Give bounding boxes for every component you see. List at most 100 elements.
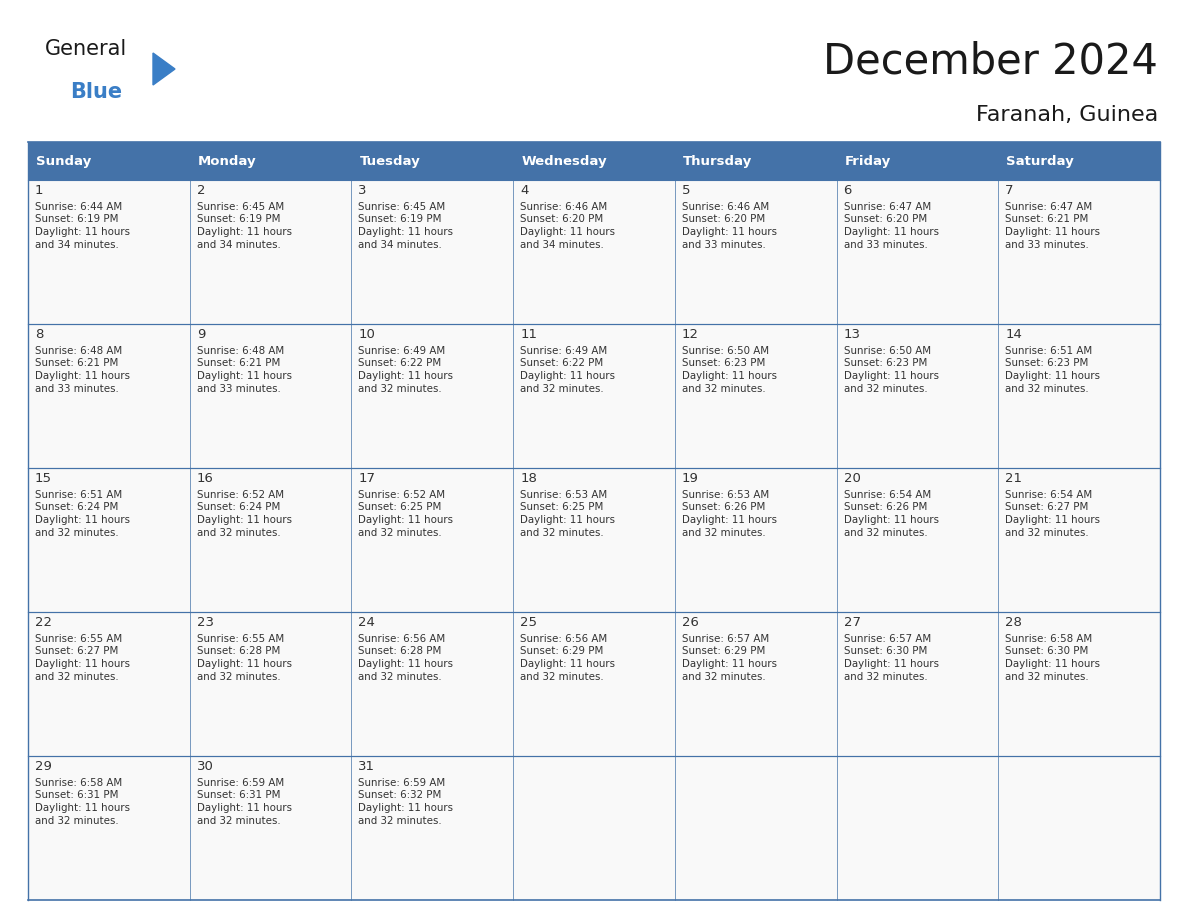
- Bar: [29, 612, 190, 756]
- Bar: [836, 142, 998, 180]
- Polygon shape: [153, 53, 175, 85]
- Text: Sunrise: 6:57 AM
Sunset: 6:29 PM
Daylight: 11 hours
and 32 minutes.: Sunrise: 6:57 AM Sunset: 6:29 PM Dayligh…: [682, 633, 777, 682]
- Text: 13: 13: [843, 328, 860, 341]
- Text: Tuesday: Tuesday: [360, 154, 421, 167]
- Text: 9: 9: [197, 328, 206, 341]
- Text: Sunrise: 6:44 AM
Sunset: 6:19 PM
Daylight: 11 hours
and 34 minutes.: Sunrise: 6:44 AM Sunset: 6:19 PM Dayligh…: [34, 201, 129, 250]
- Text: 26: 26: [682, 616, 699, 629]
- Text: 8: 8: [34, 328, 44, 341]
- Bar: [513, 612, 675, 756]
- Text: 14: 14: [1005, 328, 1022, 341]
- Bar: [998, 756, 1159, 900]
- Text: 4: 4: [520, 184, 529, 197]
- Text: Sunrise: 6:46 AM
Sunset: 6:20 PM
Daylight: 11 hours
and 34 minutes.: Sunrise: 6:46 AM Sunset: 6:20 PM Dayligh…: [520, 201, 615, 250]
- Text: Wednesday: Wednesday: [522, 154, 607, 167]
- Text: 28: 28: [1005, 616, 1022, 629]
- Text: Sunrise: 6:49 AM
Sunset: 6:22 PM
Daylight: 11 hours
and 32 minutes.: Sunrise: 6:49 AM Sunset: 6:22 PM Dayligh…: [520, 345, 615, 394]
- Text: 18: 18: [520, 472, 537, 485]
- Text: 11: 11: [520, 328, 537, 341]
- Bar: [675, 180, 836, 324]
- Text: Sunrise: 6:48 AM
Sunset: 6:21 PM
Daylight: 11 hours
and 33 minutes.: Sunrise: 6:48 AM Sunset: 6:21 PM Dayligh…: [197, 345, 292, 394]
- Text: Sunrise: 6:59 AM
Sunset: 6:31 PM
Daylight: 11 hours
and 32 minutes.: Sunrise: 6:59 AM Sunset: 6:31 PM Dayligh…: [197, 778, 292, 826]
- Bar: [836, 180, 998, 324]
- Text: Sunrise: 6:46 AM
Sunset: 6:20 PM
Daylight: 11 hours
and 33 minutes.: Sunrise: 6:46 AM Sunset: 6:20 PM Dayligh…: [682, 201, 777, 250]
- Text: 23: 23: [197, 616, 214, 629]
- Bar: [29, 142, 190, 180]
- Text: Sunrise: 6:59 AM
Sunset: 6:32 PM
Daylight: 11 hours
and 32 minutes.: Sunrise: 6:59 AM Sunset: 6:32 PM Dayligh…: [359, 778, 454, 826]
- Text: 27: 27: [843, 616, 860, 629]
- Text: 1: 1: [34, 184, 44, 197]
- Text: Sunrise: 6:57 AM
Sunset: 6:30 PM
Daylight: 11 hours
and 32 minutes.: Sunrise: 6:57 AM Sunset: 6:30 PM Dayligh…: [843, 633, 939, 682]
- Bar: [998, 468, 1159, 612]
- Text: 17: 17: [359, 472, 375, 485]
- Text: Sunrise: 6:51 AM
Sunset: 6:23 PM
Daylight: 11 hours
and 32 minutes.: Sunrise: 6:51 AM Sunset: 6:23 PM Dayligh…: [1005, 345, 1100, 394]
- Text: Sunrise: 6:56 AM
Sunset: 6:28 PM
Daylight: 11 hours
and 32 minutes.: Sunrise: 6:56 AM Sunset: 6:28 PM Dayligh…: [359, 633, 454, 682]
- Text: Friday: Friday: [845, 154, 891, 167]
- Text: 21: 21: [1005, 472, 1023, 485]
- Bar: [190, 324, 352, 468]
- Bar: [190, 756, 352, 900]
- Text: 15: 15: [34, 472, 52, 485]
- Bar: [513, 324, 675, 468]
- Text: 6: 6: [843, 184, 852, 197]
- Bar: [513, 756, 675, 900]
- Text: Sunrise: 6:53 AM
Sunset: 6:26 PM
Daylight: 11 hours
and 32 minutes.: Sunrise: 6:53 AM Sunset: 6:26 PM Dayligh…: [682, 489, 777, 538]
- Bar: [836, 468, 998, 612]
- Text: 10: 10: [359, 328, 375, 341]
- Text: Sunrise: 6:45 AM
Sunset: 6:19 PM
Daylight: 11 hours
and 34 minutes.: Sunrise: 6:45 AM Sunset: 6:19 PM Dayligh…: [359, 201, 454, 250]
- Text: Sunrise: 6:48 AM
Sunset: 6:21 PM
Daylight: 11 hours
and 33 minutes.: Sunrise: 6:48 AM Sunset: 6:21 PM Dayligh…: [34, 345, 129, 394]
- Text: Sunrise: 6:50 AM
Sunset: 6:23 PM
Daylight: 11 hours
and 32 minutes.: Sunrise: 6:50 AM Sunset: 6:23 PM Dayligh…: [843, 345, 939, 394]
- Text: Saturday: Saturday: [1006, 154, 1074, 167]
- Bar: [29, 468, 190, 612]
- Text: Blue: Blue: [70, 82, 122, 102]
- Bar: [513, 180, 675, 324]
- Text: Sunrise: 6:58 AM
Sunset: 6:31 PM
Daylight: 11 hours
and 32 minutes.: Sunrise: 6:58 AM Sunset: 6:31 PM Dayligh…: [34, 778, 129, 826]
- Text: December 2024: December 2024: [823, 40, 1158, 82]
- Bar: [998, 180, 1159, 324]
- Text: General: General: [45, 39, 127, 59]
- Bar: [190, 468, 352, 612]
- Text: 22: 22: [34, 616, 52, 629]
- Bar: [352, 468, 513, 612]
- Text: Sunrise: 6:47 AM
Sunset: 6:20 PM
Daylight: 11 hours
and 33 minutes.: Sunrise: 6:47 AM Sunset: 6:20 PM Dayligh…: [843, 201, 939, 250]
- Bar: [836, 324, 998, 468]
- Bar: [352, 142, 513, 180]
- Text: 19: 19: [682, 472, 699, 485]
- Text: Sunrise: 6:50 AM
Sunset: 6:23 PM
Daylight: 11 hours
and 32 minutes.: Sunrise: 6:50 AM Sunset: 6:23 PM Dayligh…: [682, 345, 777, 394]
- Bar: [29, 756, 190, 900]
- Text: 31: 31: [359, 760, 375, 773]
- Bar: [352, 324, 513, 468]
- Bar: [190, 612, 352, 756]
- Bar: [998, 324, 1159, 468]
- Bar: [675, 468, 836, 612]
- Text: Sunrise: 6:45 AM
Sunset: 6:19 PM
Daylight: 11 hours
and 34 minutes.: Sunrise: 6:45 AM Sunset: 6:19 PM Dayligh…: [197, 201, 292, 250]
- Bar: [675, 612, 836, 756]
- Text: 24: 24: [359, 616, 375, 629]
- Text: 25: 25: [520, 616, 537, 629]
- Bar: [190, 180, 352, 324]
- Bar: [352, 612, 513, 756]
- Text: Sunrise: 6:51 AM
Sunset: 6:24 PM
Daylight: 11 hours
and 32 minutes.: Sunrise: 6:51 AM Sunset: 6:24 PM Dayligh…: [34, 489, 129, 538]
- Text: 29: 29: [34, 760, 52, 773]
- Bar: [675, 142, 836, 180]
- Text: Sunrise: 6:58 AM
Sunset: 6:30 PM
Daylight: 11 hours
and 32 minutes.: Sunrise: 6:58 AM Sunset: 6:30 PM Dayligh…: [1005, 633, 1100, 682]
- Bar: [29, 324, 190, 468]
- Text: Sunrise: 6:49 AM
Sunset: 6:22 PM
Daylight: 11 hours
and 32 minutes.: Sunrise: 6:49 AM Sunset: 6:22 PM Dayligh…: [359, 345, 454, 394]
- Text: 16: 16: [197, 472, 214, 485]
- Text: Faranah, Guinea: Faranah, Guinea: [975, 105, 1158, 125]
- Bar: [29, 180, 190, 324]
- Text: Sunrise: 6:52 AM
Sunset: 6:24 PM
Daylight: 11 hours
and 32 minutes.: Sunrise: 6:52 AM Sunset: 6:24 PM Dayligh…: [197, 489, 292, 538]
- Text: Sunrise: 6:54 AM
Sunset: 6:26 PM
Daylight: 11 hours
and 32 minutes.: Sunrise: 6:54 AM Sunset: 6:26 PM Dayligh…: [843, 489, 939, 538]
- Text: Sunrise: 6:53 AM
Sunset: 6:25 PM
Daylight: 11 hours
and 32 minutes.: Sunrise: 6:53 AM Sunset: 6:25 PM Dayligh…: [520, 489, 615, 538]
- Bar: [675, 756, 836, 900]
- Text: 5: 5: [682, 184, 690, 197]
- Text: Monday: Monday: [197, 154, 257, 167]
- Bar: [352, 756, 513, 900]
- Text: 30: 30: [197, 760, 214, 773]
- Bar: [513, 468, 675, 612]
- Text: Sunrise: 6:54 AM
Sunset: 6:27 PM
Daylight: 11 hours
and 32 minutes.: Sunrise: 6:54 AM Sunset: 6:27 PM Dayligh…: [1005, 489, 1100, 538]
- Bar: [836, 756, 998, 900]
- Text: 7: 7: [1005, 184, 1013, 197]
- Text: Sunrise: 6:55 AM
Sunset: 6:27 PM
Daylight: 11 hours
and 32 minutes.: Sunrise: 6:55 AM Sunset: 6:27 PM Dayligh…: [34, 633, 129, 682]
- Text: 3: 3: [359, 184, 367, 197]
